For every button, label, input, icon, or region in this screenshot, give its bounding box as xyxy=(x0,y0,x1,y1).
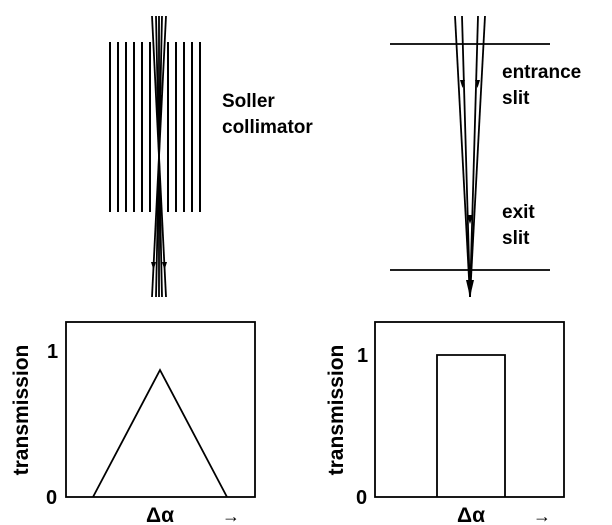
plot-right-xlabel: Δα xyxy=(457,504,485,525)
plot-right-ylabel: transmission xyxy=(325,345,348,476)
collimator-ray-arrows xyxy=(151,95,167,270)
soller-label-line1: Soller xyxy=(222,91,275,112)
plot-left-xlabel: Δα xyxy=(146,504,174,525)
exit-slit-label-line2: slit xyxy=(502,228,530,249)
plot-left-ytick-top: 1 xyxy=(47,341,58,363)
plot-right: 1 0 transmission Δα → xyxy=(325,321,565,525)
plot-right-frame xyxy=(374,321,565,498)
soller-collimator: Soller collimator xyxy=(109,15,313,298)
collimator-plates xyxy=(109,42,201,212)
slit-ray-arrows xyxy=(460,80,480,297)
entrance-slit-label-line2: slit xyxy=(502,88,530,109)
plot-right-ytick-top: 1 xyxy=(357,345,368,367)
plot-left-arrow: → xyxy=(222,506,240,525)
collimator-rays xyxy=(151,15,167,298)
slit-assembly: entrance slit exit slit xyxy=(390,15,581,298)
slit-rays xyxy=(454,15,486,298)
plot-right-rect-curve xyxy=(436,354,506,497)
soller-label-line2: collimator xyxy=(222,117,313,138)
entrance-slit-label-line1: entrance xyxy=(502,62,581,83)
plot-left-ylabel: transmission xyxy=(10,345,33,476)
plot-right-ytick-bottom: 0 xyxy=(356,487,367,509)
plot-left-frame xyxy=(65,321,256,498)
plot-left: 1 0 transmission Δα → xyxy=(10,321,256,525)
plot-left-ytick-bottom: 0 xyxy=(46,487,57,509)
exit-slit-label-line1: exit xyxy=(502,202,535,223)
plot-left-triangle-curve xyxy=(92,368,228,498)
plot-right-arrow: → xyxy=(533,506,551,525)
